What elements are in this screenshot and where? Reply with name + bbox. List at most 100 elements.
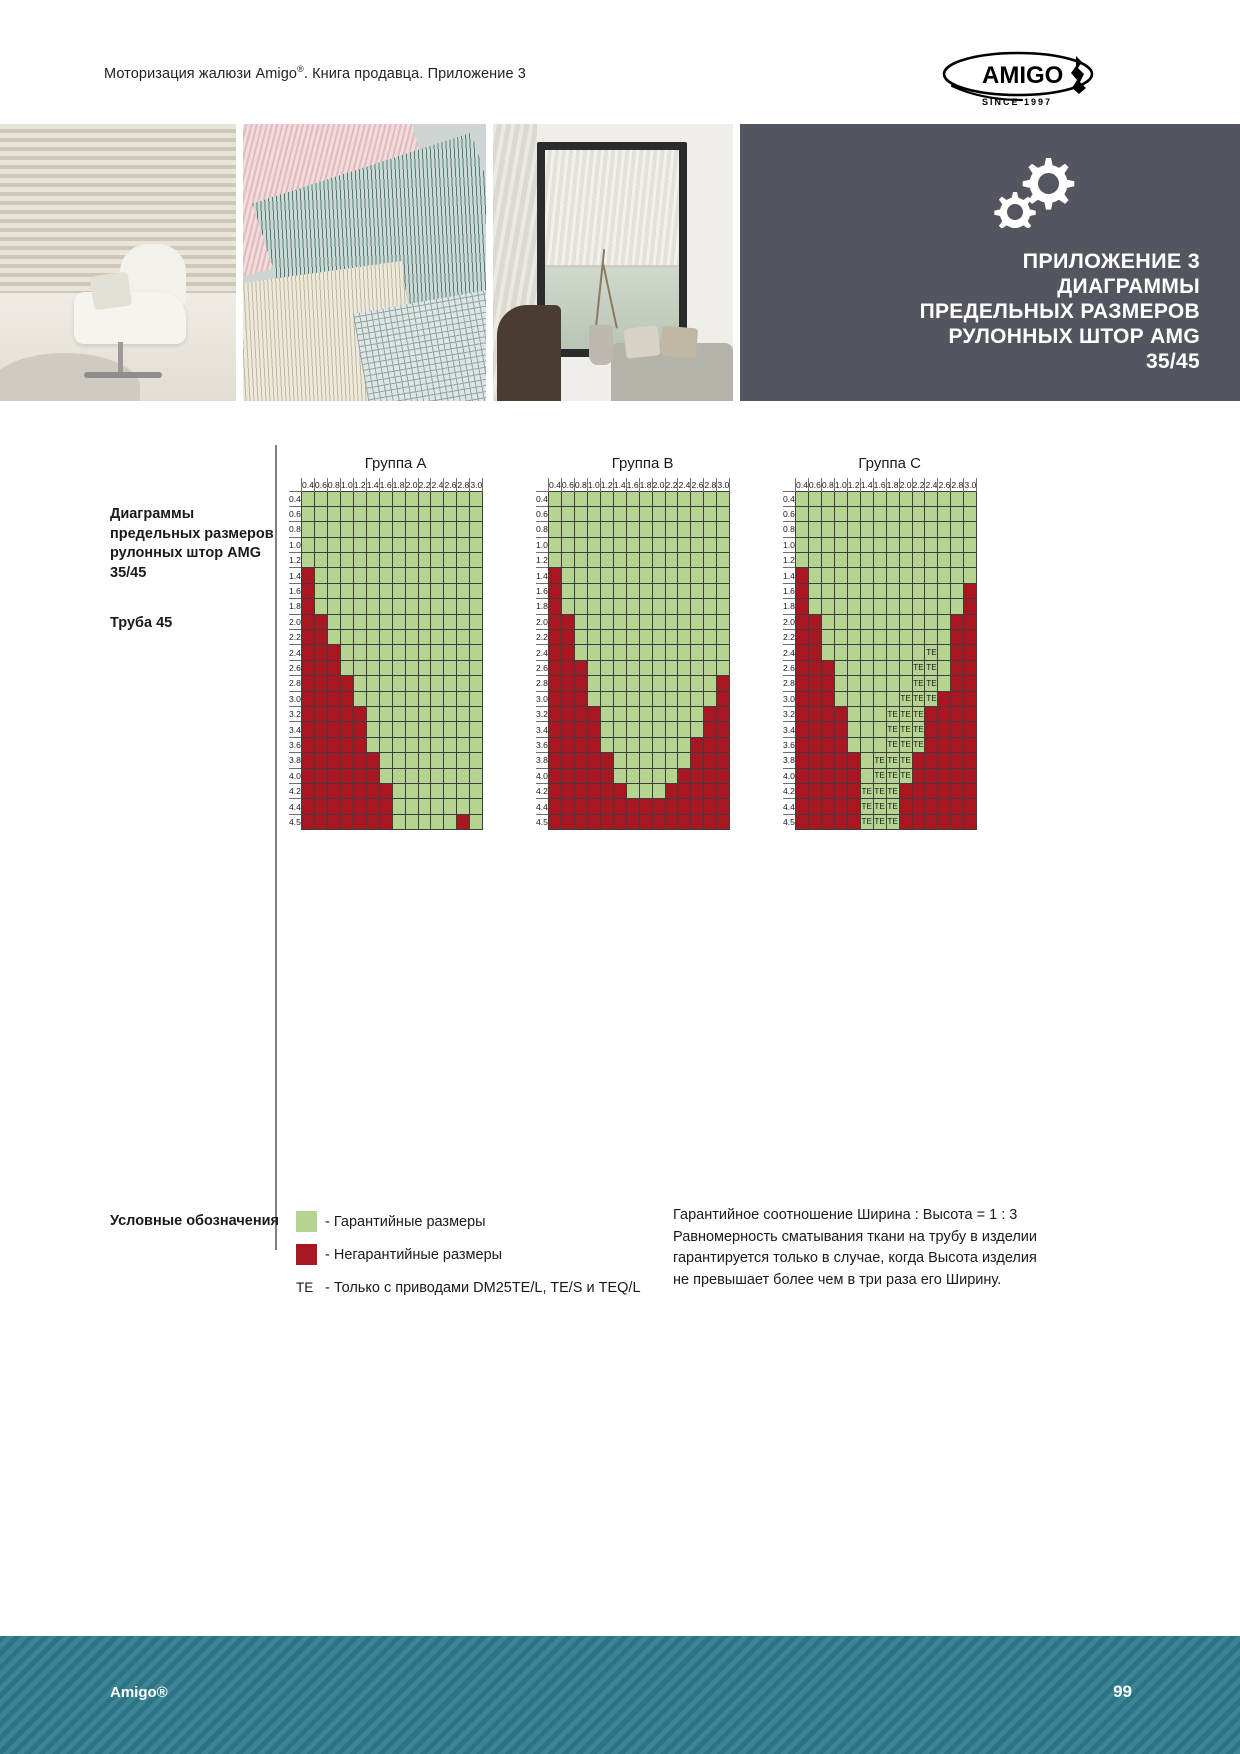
grid-cell-guaranteed	[378, 598, 393, 615]
grid-cell-guaranteed	[911, 521, 926, 538]
grid-cell-guaranteed	[885, 690, 900, 707]
grid-cell-not-guaranteed	[326, 736, 341, 754]
grid-cell-not-guaranteed	[937, 752, 952, 769]
grid-cell-not-guaranteed	[586, 752, 601, 769]
grid-cell-guaranteed	[872, 505, 887, 523]
grid-cell-guaranteed	[664, 505, 679, 523]
grid-cell-guaranteed	[430, 675, 445, 692]
grid-column-header: 0.4	[547, 478, 562, 491]
grid-column-header: 0.8	[574, 478, 588, 491]
grid-cell-not-guaranteed	[963, 659, 978, 677]
grid-row-header: 1.2	[289, 552, 302, 568]
grid-cell-guaranteed	[313, 521, 328, 538]
grid-cell-not-guaranteed	[690, 736, 705, 754]
grid-cell-te: TE	[885, 736, 900, 754]
grid-cell-not-guaranteed	[586, 798, 601, 815]
grid-cell-guaranteed	[937, 644, 952, 661]
grid-cell-guaranteed	[443, 798, 458, 815]
grid-cell-guaranteed	[950, 567, 965, 584]
grid-cell-guaranteed	[677, 721, 692, 738]
grid-cell-not-guaranteed	[950, 736, 965, 754]
grid-cell-guaranteed	[378, 490, 393, 507]
grid-cell-not-guaranteed	[937, 705, 952, 723]
grid-cell-not-guaranteed	[950, 782, 965, 800]
grid-cell-not-guaranteed	[612, 813, 627, 831]
grid-cell-guaranteed	[820, 552, 835, 569]
grid-row-header: 2.0	[289, 613, 302, 630]
grid-cell-guaranteed	[651, 582, 666, 600]
grid-cell-guaranteed	[391, 705, 406, 723]
grid-cell-not-guaranteed	[911, 767, 926, 784]
grid-column-header: 1.2	[353, 478, 367, 491]
grid-cell-guaranteed	[651, 521, 666, 538]
grid-cell-guaranteed	[378, 690, 393, 707]
grid-cell-guaranteed	[313, 598, 328, 615]
grid-cell-guaranteed	[404, 613, 419, 631]
grid-cell-not-guaranteed	[820, 798, 835, 815]
grid-cell-guaranteed	[911, 613, 926, 631]
grid-cell-guaranteed	[417, 767, 432, 784]
grid-cell-guaranteed	[417, 752, 432, 769]
grid-cell-guaranteed	[560, 521, 575, 538]
grid-cell-guaranteed	[677, 598, 692, 615]
grid-row: 1.4	[536, 567, 731, 584]
grid-cell-not-guaranteed	[313, 752, 328, 769]
grid-cell-guaranteed	[950, 552, 965, 569]
grid-cell-guaranteed	[664, 613, 679, 631]
grid-cell-not-guaranteed	[963, 813, 978, 831]
grid-row-header: 2.8	[289, 675, 302, 692]
grid-cell-guaranteed	[859, 736, 874, 754]
grid-cell-guaranteed	[469, 629, 484, 646]
grid-cell-guaranteed	[599, 644, 614, 661]
grid-cell-not-guaranteed	[313, 721, 328, 738]
grid-cell-not-guaranteed	[820, 690, 835, 707]
grid-cell-not-guaranteed	[950, 752, 965, 769]
grid-row: 3.6 TE TE TE	[783, 736, 978, 754]
grid-cell-guaranteed	[339, 582, 354, 600]
grid-cell-not-guaranteed	[638, 813, 653, 831]
grid-cell-guaranteed	[469, 582, 484, 600]
grid-cell-not-guaranteed	[950, 675, 965, 692]
grid-cell-guaranteed	[378, 567, 393, 584]
grid-cell-guaranteed	[560, 567, 575, 584]
grid-cell-guaranteed	[443, 813, 458, 831]
grid-cell-guaranteed	[469, 736, 484, 754]
grid-cell-not-guaranteed	[300, 767, 315, 784]
grid-row: 4.5	[536, 813, 731, 831]
grid-cell-guaranteed	[937, 613, 952, 631]
grid-cell-guaranteed	[586, 659, 601, 677]
grid-cell-guaranteed	[547, 490, 562, 507]
grid-cell-guaranteed	[846, 490, 861, 507]
grid-cell-guaranteed	[547, 505, 562, 523]
grid-cell-guaranteed	[703, 567, 718, 584]
grid-cell-guaranteed	[430, 567, 445, 584]
grid-cell-guaranteed	[638, 782, 653, 800]
grid-cell-not-guaranteed	[924, 721, 939, 738]
grid-cell-guaranteed	[651, 690, 666, 707]
grid-cell-te: TE	[911, 736, 926, 754]
grid-cell-guaranteed	[638, 552, 653, 569]
grid-cell-guaranteed	[846, 629, 861, 646]
grid-cell-guaranteed	[846, 705, 861, 723]
grid-cell-guaranteed	[794, 536, 809, 554]
grid-cell-guaranteed	[898, 629, 913, 646]
grid-cell-guaranteed	[586, 505, 601, 523]
grid-cell-guaranteed	[612, 659, 627, 677]
grid-cell-guaranteed	[651, 567, 666, 584]
grid-row-header: 3.4	[289, 721, 302, 738]
grid-cell-guaranteed	[456, 598, 471, 615]
grid-cell-not-guaranteed	[573, 659, 588, 677]
grid-cell-guaranteed	[703, 521, 718, 538]
grid-row-header: 4.5	[536, 813, 549, 830]
grid-cell-not-guaranteed	[625, 813, 640, 831]
grid-cell-guaranteed	[378, 736, 393, 754]
grid-cell-guaranteed	[391, 813, 406, 831]
grid-cell-guaranteed	[547, 521, 562, 538]
grid-cell-guaranteed	[443, 490, 458, 507]
grid-cell-guaranteed	[469, 521, 484, 538]
grid-cell-guaranteed	[391, 752, 406, 769]
grid-cell-not-guaranteed	[963, 736, 978, 754]
grid-cell-not-guaranteed	[300, 659, 315, 677]
grid-cell-guaranteed	[365, 598, 380, 615]
grid-cell-guaranteed	[625, 490, 640, 507]
